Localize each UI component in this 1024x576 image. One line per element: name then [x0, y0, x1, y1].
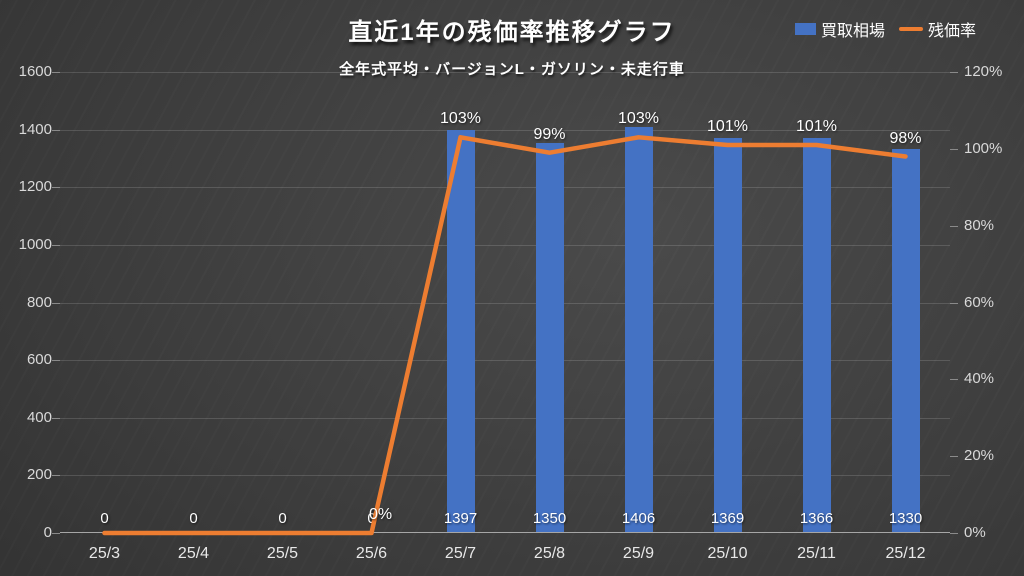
left-axis-tick: [52, 360, 60, 362]
gridline: [60, 417, 950, 419]
right-axis-tick: [950, 379, 958, 381]
left-axis-label: 400: [26, 408, 52, 426]
bar: [891, 148, 920, 532]
gridline: [60, 302, 950, 304]
line-series-swatch-icon: [898, 27, 923, 31]
left-axis-tick: [52, 417, 60, 419]
plot-area: 0 0 0 0 1397 1350 1406 1369 1366 1330 0% 103% 99% 103…: [60, 72, 950, 536]
gridline: [60, 360, 950, 362]
bar: [713, 137, 742, 532]
right-axis-tick: [950, 225, 958, 227]
gridline: [60, 244, 950, 246]
x-axis-label: 25/8: [533, 545, 566, 562]
right-axis-label: 80%: [964, 216, 995, 234]
gridline: [60, 129, 950, 131]
right-axis-label: 100%: [964, 139, 1003, 157]
bar-value-label: 0: [100, 510, 109, 527]
line-path: [102, 135, 908, 536]
chart-title: 直近1年の残価率推移グラフ: [348, 19, 676, 46]
left-axis-label: 800: [26, 293, 52, 311]
x-axis-label: 25/9: [622, 545, 655, 562]
left-axis-tick: [52, 187, 60, 189]
line-value-label: 98%: [889, 129, 922, 147]
right-axis-label: 0%: [964, 524, 986, 541]
gridline: [60, 475, 950, 477]
left-axis-tick: [52, 302, 60, 304]
chart-subtitle: 全年式平均・バージョンL・ガソリン・未走行車: [339, 61, 685, 78]
left-axis-tick: [52, 475, 60, 477]
bar-value-label: 1366: [799, 510, 834, 527]
legend-label-line-series: 残価率: [927, 23, 976, 40]
right-axis-tick: [950, 456, 958, 458]
left-axis-tick: [52, 72, 60, 73]
right-axis-tick: [950, 148, 958, 150]
bar-series-swatch-icon: [794, 23, 816, 35]
bar-value-label: 1350: [532, 510, 567, 527]
x-axis-label: 25/6: [355, 545, 388, 562]
bar: [535, 143, 564, 532]
bar-value-label: 0: [189, 510, 198, 527]
bar-value-label: 1330: [888, 510, 923, 527]
left-axis-label: 0: [43, 524, 52, 541]
left-axis-label: 1600: [18, 63, 52, 80]
right-axis-label: 20%: [964, 447, 995, 465]
line-value-label: 103%: [440, 110, 481, 128]
right-axis-tick: [950, 302, 958, 304]
legend-item-line-series: 残価率: [898, 17, 976, 41]
x-axis-label: 25/11: [797, 545, 836, 562]
gridline: [60, 187, 950, 189]
bar-value-label: 1369: [710, 510, 745, 527]
right-axis-label: 60%: [964, 293, 995, 311]
legend-item-bar-series: 買取相場: [794, 17, 885, 41]
line-value-label: 0%: [368, 506, 393, 523]
x-axis-label: 25/5: [266, 545, 299, 562]
right-axis-label: 40%: [964, 370, 995, 388]
bar-value-label: 1406: [621, 510, 656, 527]
x-axis-label: 25/7: [444, 545, 477, 562]
left-axis-label: 600: [26, 351, 52, 369]
line-value-label: 99%: [533, 125, 566, 143]
x-axis-label: 25/4: [177, 545, 210, 562]
gridline: [60, 72, 950, 73]
left-axis-label: 1000: [18, 235, 52, 253]
bar: [624, 126, 653, 532]
left-axis-tick: [52, 244, 60, 246]
bar: [446, 129, 475, 532]
line-value-label: 103%: [618, 110, 659, 128]
bar-value-label: 0: [278, 510, 287, 527]
line-value-label: 101%: [707, 117, 748, 135]
left-axis-tick: [52, 129, 60, 131]
left-axis-label: 1200: [18, 178, 52, 196]
x-axis-label: 25/10: [707, 545, 748, 562]
bar-value-label: 0: [367, 510, 376, 527]
bar-value-label: 1397: [443, 510, 478, 527]
line-value-label: 101%: [796, 117, 837, 135]
left-axis-tick: [52, 533, 60, 534]
left-axis-label: 200: [26, 466, 52, 484]
legend-label-bar-series: 買取相場: [820, 23, 885, 40]
x-axis-label: 25/12: [885, 545, 926, 562]
legend: 買取相場 残価率: [794, 17, 976, 41]
line-series: [102, 135, 908, 536]
right-axis-label: 120%: [964, 63, 1003, 80]
right-axis-tick: [950, 533, 958, 534]
x-axis-label: 25/3: [88, 545, 121, 562]
bar: [802, 138, 831, 532]
left-axis-label: 1400: [18, 120, 52, 138]
right-axis-tick: [950, 72, 958, 73]
